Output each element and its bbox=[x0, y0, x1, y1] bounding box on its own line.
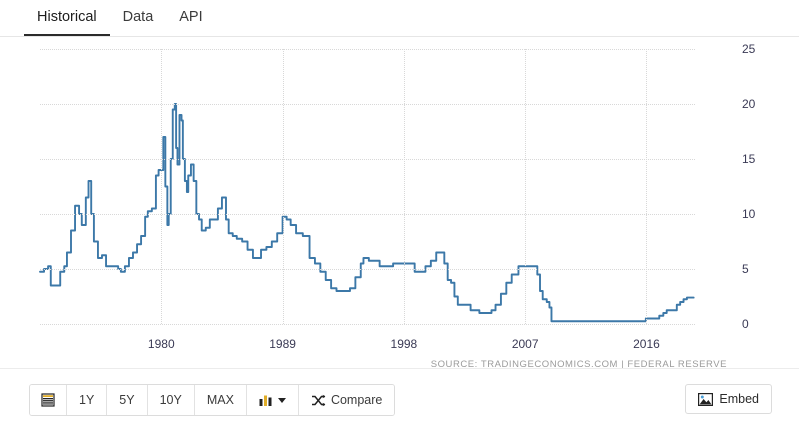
range-5y-button[interactable]: 5Y bbox=[107, 385, 148, 415]
toolbar-button-group: 1Y 5Y 10Y MAX Compare bbox=[29, 384, 396, 416]
source-caption: SOURCE: TRADINGECONOMICS.COM | FEDERAL R… bbox=[430, 359, 727, 370]
y-axis-tick-label: 25 bbox=[742, 42, 756, 56]
image-icon bbox=[698, 392, 714, 406]
x-axis-tick-label: 1998 bbox=[390, 337, 418, 351]
gridline-vertical bbox=[525, 49, 527, 324]
embed-label: Embed bbox=[719, 392, 759, 406]
embed-button[interactable]: Embed bbox=[685, 384, 772, 414]
compare-button[interactable]: Compare bbox=[298, 385, 395, 415]
x-axis-tick-label: 2007 bbox=[511, 337, 539, 351]
bar-chart-icon bbox=[259, 395, 272, 406]
gridline-horizontal bbox=[40, 104, 695, 105]
tab-list: Historical Data API bbox=[24, 0, 216, 36]
gridline-horizontal bbox=[40, 324, 695, 325]
plot-area[interactable]: 0 5 10 15 20 25 1980 1989 1998 2007 2016 bbox=[39, 42, 755, 351]
gridline-horizontal bbox=[40, 49, 695, 50]
y-axis-tick-label: 20 bbox=[742, 97, 756, 111]
gridline-vertical bbox=[282, 49, 284, 324]
range-max-button[interactable]: MAX bbox=[194, 385, 247, 415]
shuffle-icon bbox=[311, 394, 326, 406]
gridline-vertical bbox=[646, 49, 648, 324]
x-axis-tick-label: 1980 bbox=[147, 337, 175, 351]
chart-toolbar: 1Y 5Y 10Y MAX Compare bbox=[0, 368, 799, 428]
tab-bar: Historical Data API bbox=[0, 0, 799, 37]
chart-container: 0 5 10 15 20 25 1980 1989 1998 2007 2016 SOURCE: T… bbox=[0, 37, 799, 370]
gridline-horizontal bbox=[40, 159, 695, 160]
tab-data[interactable]: Data bbox=[122, 9, 154, 25]
compare-label: Compare bbox=[330, 393, 383, 407]
fed-funds-rate-line bbox=[39, 103, 695, 323]
x-axis-tick-label: 2016 bbox=[633, 337, 660, 351]
table-list-icon bbox=[41, 393, 55, 407]
gridline-vertical bbox=[403, 49, 405, 324]
gridline-horizontal bbox=[40, 214, 695, 215]
chevron-down-icon bbox=[277, 397, 286, 403]
range-10y-button[interactable]: 10Y bbox=[147, 385, 195, 415]
table-view-button[interactable] bbox=[30, 385, 67, 415]
range-1y-button[interactable]: 1Y bbox=[67, 385, 108, 415]
x-axis-tick-label: 1989 bbox=[269, 337, 296, 351]
tab-historical[interactable]: Historical bbox=[24, 0, 110, 36]
y-axis-tick-label: 10 bbox=[742, 207, 756, 221]
gridline-horizontal bbox=[40, 269, 695, 270]
chart-type-dropdown[interactable] bbox=[246, 385, 299, 415]
tab-api[interactable]: API bbox=[179, 9, 203, 25]
y-axis-tick-label: 15 bbox=[742, 152, 756, 166]
series-line-united-states-fed-funds-rate bbox=[39, 103, 695, 323]
y-axis-tick-label: 0 bbox=[742, 317, 749, 331]
gridline-vertical bbox=[161, 49, 163, 324]
y-axis-tick-label: 5 bbox=[742, 262, 749, 276]
